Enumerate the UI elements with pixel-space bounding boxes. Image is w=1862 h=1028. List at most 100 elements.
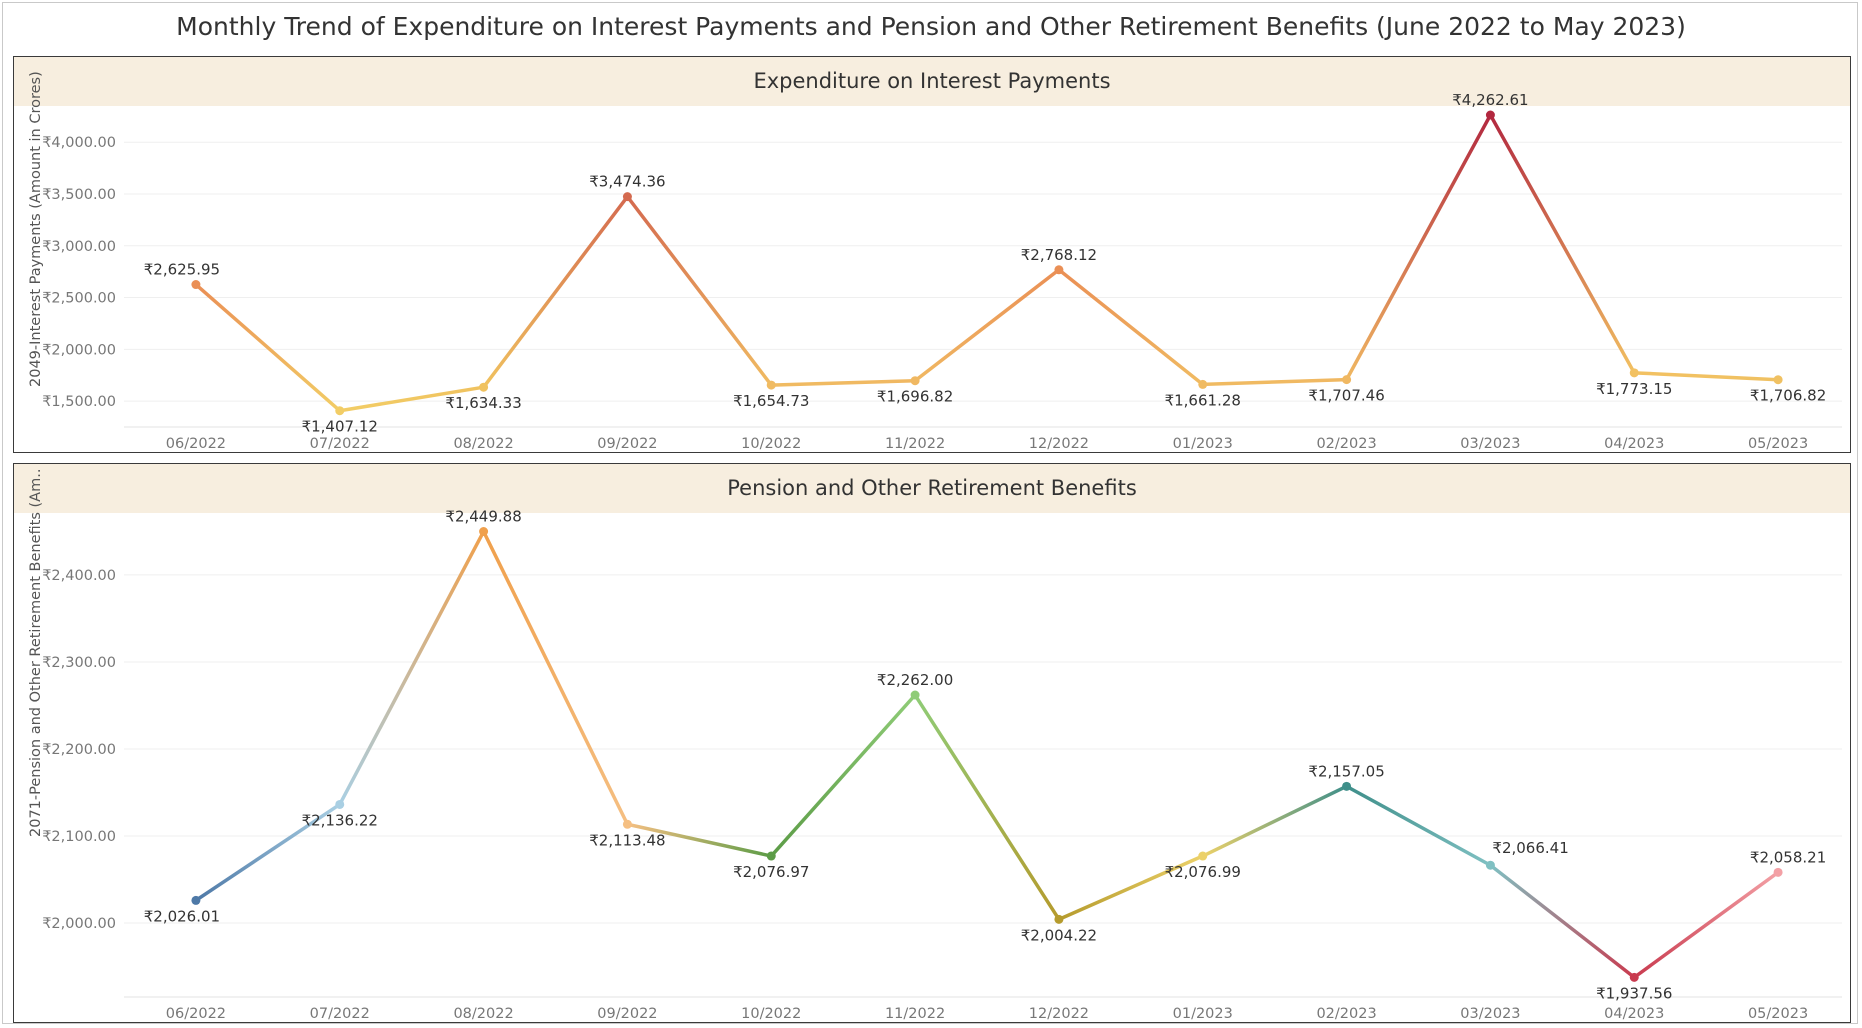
interest-payments-panel: Expenditure on Interest Payments 2049-In… <box>13 56 1851 453</box>
pension-data-label: ₹2,066.41 <box>1492 839 1568 857</box>
interest-y-tick-label: ₹3,500.00 <box>42 187 116 203</box>
interest-line-segment <box>913 268 1061 383</box>
interest-line-segment <box>1344 113 1493 382</box>
pension-line-segment <box>481 529 630 827</box>
pension-x-tick-label: 12/2022 <box>1029 1006 1089 1022</box>
interest-line-segment <box>1632 371 1780 382</box>
pension-line-segment <box>1344 784 1493 867</box>
interest-x-tick-label: 12/2022 <box>1029 436 1089 452</box>
pension-data-point[interactable] <box>1485 860 1495 870</box>
pension-line-chart[interactable]: ₹2,000.00 ₹2,100.00 ₹2,200.00 ₹2,300.00 ₹2,4… <box>14 464 1850 1022</box>
interest-x-tick-label: 02/2023 <box>1316 436 1376 452</box>
pension-line-segment <box>1488 863 1636 980</box>
pension-x-tick-label: 06/2022 <box>166 1006 226 1022</box>
pension-x-tick-label: 02/2023 <box>1316 1006 1376 1022</box>
pension-line-segment <box>1057 854 1205 922</box>
interest-y-tick-label: ₹2,000.00 <box>42 342 116 358</box>
interest-data-label: ₹1,661.28 <box>1165 391 1241 409</box>
interest-x-tick-label: 09/2022 <box>597 436 657 452</box>
pension-x-tick-label: 03/2023 <box>1460 1006 1520 1022</box>
interest-x-tick-label: 06/2022 <box>166 436 226 452</box>
interest-y-tick-label: ₹2,500.00 <box>42 291 116 307</box>
interest-line-segment <box>625 194 773 387</box>
interest-data-label: ₹1,696.82 <box>877 388 953 406</box>
interest-x-tick-label: 03/2023 <box>1460 436 1520 452</box>
pension-data-point[interactable] <box>335 799 345 809</box>
interest-data-point[interactable] <box>1773 375 1783 385</box>
pension-data-point[interactable] <box>1342 781 1352 791</box>
interest-data-point[interactable] <box>1342 375 1352 385</box>
interest-line-segment <box>481 194 630 389</box>
interest-line-segment <box>1057 268 1205 387</box>
pension-x-tick-label: 01/2023 <box>1173 1006 1233 1022</box>
pension-data-point[interactable] <box>1054 914 1064 924</box>
interest-data-label: ₹2,768.12 <box>1021 246 1097 264</box>
interest-data-point[interactable] <box>1485 110 1495 120</box>
pension-data-point[interactable] <box>1629 972 1639 982</box>
interest-data-point[interactable] <box>191 280 201 290</box>
pension-line-segment <box>913 693 1061 922</box>
pension-data-point[interactable] <box>191 895 201 905</box>
interest-data-label: ₹1,706.82 <box>1750 387 1826 405</box>
interest-data-point[interactable] <box>479 382 489 392</box>
interest-payments-panel-header: Expenditure on Interest Payments <box>14 57 1850 106</box>
pension-data-point[interactable] <box>766 851 776 861</box>
pension-x-tick-label: 10/2022 <box>741 1006 801 1022</box>
pension-line-segment <box>625 822 773 858</box>
interest-y-tick-label: ₹3,000.00 <box>42 239 116 255</box>
interest-data-point[interactable] <box>1629 368 1639 378</box>
interest-payments-line-chart[interactable]: ₹1,500.00 ₹2,000.00 ₹2,500.00 ₹3,000.00 ₹3,5… <box>14 57 1850 452</box>
pension-data-label: ₹2,113.48 <box>589 831 665 849</box>
pension-x-tick-label: 08/2022 <box>453 1006 513 1022</box>
pension-x-tick-label: 04/2023 <box>1604 1006 1664 1022</box>
pension-line-segment <box>194 802 342 903</box>
interest-data-point[interactable] <box>766 380 776 390</box>
pension-data-label: ₹2,157.05 <box>1308 762 1384 780</box>
pension-data-point[interactable] <box>622 819 632 829</box>
pension-data-label: ₹2,262.00 <box>877 671 953 689</box>
interest-x-tick-label: 07/2022 <box>310 436 370 452</box>
interest-data-point[interactable] <box>335 406 345 416</box>
interest-data-label: ₹1,773.15 <box>1596 380 1672 398</box>
pension-x-tick-label: 11/2022 <box>885 1006 945 1022</box>
pension-y-tick-label: ₹2,000.00 <box>42 916 116 932</box>
pension-data-label: ₹2,026.01 <box>144 907 220 925</box>
interest-data-label: ₹1,654.73 <box>733 392 809 410</box>
interest-x-tick-label: 05/2023 <box>1748 436 1808 452</box>
pension-data-point[interactable] <box>1773 867 1783 877</box>
interest-line-segment <box>338 385 486 413</box>
pension-x-tick-label: 09/2022 <box>597 1006 657 1022</box>
pension-y-tick-label: ₹2,100.00 <box>42 829 116 845</box>
pension-x-tick-label: 07/2022 <box>310 1006 370 1022</box>
interest-data-point[interactable] <box>910 376 920 386</box>
pension-data-point[interactable] <box>479 527 489 537</box>
pension-x-tick-label: 05/2023 <box>1748 1006 1808 1022</box>
interest-data-point[interactable] <box>622 192 632 202</box>
interest-line-segment <box>769 378 917 387</box>
pension-data-point[interactable] <box>1198 851 1208 861</box>
pension-data-label: ₹2,449.88 <box>445 508 521 526</box>
interest-data-label: ₹3,474.36 <box>589 173 665 191</box>
pension-data-point[interactable] <box>910 690 920 700</box>
interest-data-label: ₹4,262.61 <box>1452 91 1528 109</box>
interest-x-tick-label: 10/2022 <box>741 436 801 452</box>
interest-line-segment <box>1201 377 1349 387</box>
pension-line-segment <box>1201 784 1349 858</box>
pension-data-label: ₹2,076.99 <box>1165 863 1241 881</box>
interest-x-tick-label: 01/2023 <box>1173 436 1233 452</box>
interest-line-segment <box>194 282 342 413</box>
pension-data-label: ₹2,076.97 <box>733 863 809 881</box>
pension-data-label: ₹2,136.22 <box>302 811 378 829</box>
interest-data-point[interactable] <box>1198 379 1208 389</box>
dashboard-title: Monthly Trend of Expenditure on Interest… <box>176 12 1686 41</box>
interest-data-label: ₹1,407.12 <box>302 418 378 436</box>
pension-line-segment <box>769 693 917 858</box>
interest-data-label: ₹1,707.46 <box>1308 387 1384 405</box>
pension-panel-header: Pension and Other Retirement Benefits <box>14 464 1850 513</box>
interest-y-tick-label: ₹4,000.00 <box>42 135 116 151</box>
interest-data-label: ₹2,625.95 <box>144 261 220 279</box>
interest-data-point[interactable] <box>1054 265 1064 275</box>
interest-y-tick-label: ₹1,500.00 <box>42 394 116 410</box>
interest-line-segment <box>1488 113 1636 375</box>
